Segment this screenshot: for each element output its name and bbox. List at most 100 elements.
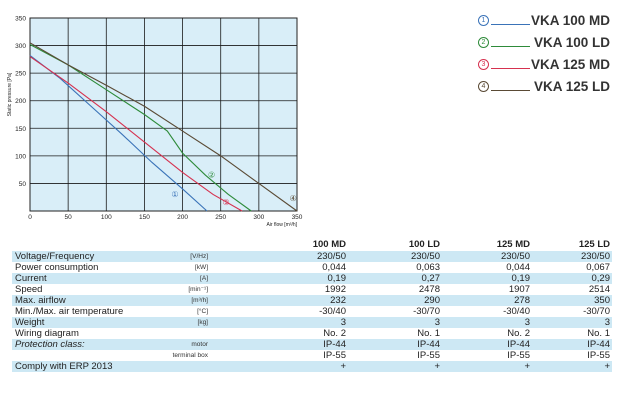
y-tick-label: 150 — [15, 126, 26, 133]
technical-data-table: 100 MD 100 LD 125 MD 125 LD Voltage/Freq… — [12, 239, 612, 372]
x-tick-label: 150 — [139, 214, 150, 221]
y-tick-label: 300 — [15, 43, 26, 50]
curve-marker-label-1: ① — [171, 190, 178, 199]
row-label: Current — [15, 273, 47, 284]
cell-value: -30/70 — [583, 306, 610, 317]
legend-item: ①1 VKA 100 MD — [478, 13, 624, 36]
y-tick-label: 350 — [15, 16, 26, 23]
cell-value: 0,063 — [416, 262, 440, 273]
cell-value: 1992 — [324, 284, 346, 295]
legend-line-swatch — [491, 68, 530, 69]
x-tick-label: 50 — [65, 214, 73, 221]
cell-value: IP-55 — [507, 350, 530, 361]
row-unit: terminal box — [172, 352, 208, 359]
row-unit: [kg] — [197, 319, 208, 326]
x-tick-label: 0 — [28, 214, 32, 221]
legend-marker: ④4 — [478, 81, 489, 92]
legend-marker-number: 1 — [481, 17, 486, 24]
cell-value: 0,19 — [511, 273, 531, 284]
curve-marker-label-3: ③ — [222, 198, 229, 207]
cell-value: IP-44 — [507, 339, 530, 350]
y-tick-label: 50 — [19, 181, 27, 188]
cell-value: 2478 — [418, 284, 440, 295]
cell-value: 230/50 — [410, 251, 440, 262]
cell-value: 230/50 — [316, 251, 346, 262]
legend-marker: ②2 — [478, 37, 489, 48]
series-line-3 — [29, 56, 243, 212]
chart-svg: 0 50 100 150 200 250 300 350 50 100 150 200 250 300 35… — [7, 16, 303, 229]
cell-value: 3 — [604, 317, 610, 328]
cell-value: 232 — [330, 295, 346, 306]
cell-value: IP-55 — [323, 350, 346, 361]
legend-marker-number: 4 — [481, 83, 486, 90]
table-row: Comply with ERP 2013 + + + + — [12, 361, 612, 372]
cell-value: IP-55 — [587, 350, 610, 361]
row-unit: [m³/h] — [191, 297, 208, 304]
table-row: Max. airflow [m³/h] 232 290 278 350 — [12, 295, 612, 306]
table-body: Voltage/Frequency [V/Hz] 230/50 230/50 230/5… — [12, 251, 612, 372]
x-tick-label: 350 — [292, 214, 303, 221]
cell-value: No. 2 — [507, 328, 530, 339]
cell-value: -30/40 — [319, 306, 346, 317]
table-row: Weight [kg] 3 3 3 3 — [12, 317, 612, 328]
cell-value: + — [340, 361, 346, 372]
table-row: Current [A] 0,19 0,27 0,19 0,29 — [12, 273, 612, 284]
cell-value: 3 — [524, 317, 530, 328]
cell-value: 0,044 — [506, 262, 530, 273]
legend-label: VKA 125 LD — [533, 79, 610, 94]
legend-line-swatch — [491, 90, 530, 91]
row-label: Weight — [15, 317, 45, 328]
table-header: 100 MD 100 LD 125 MD 125 LD — [12, 239, 612, 251]
curve-marker-label-2: ② — [208, 171, 215, 180]
x-tick-label: 250 — [215, 214, 226, 221]
column-header-125-ld: 125 LD — [578, 239, 610, 250]
table-row: Power consumption [kW] 0,044 0,063 0,044 0,06… — [12, 262, 612, 273]
row-label: Power consumption — [15, 262, 99, 273]
y-tick-label: 250 — [15, 71, 26, 78]
cell-value: -30/40 — [503, 306, 530, 317]
cell-value: + — [434, 361, 440, 372]
cell-value: 0,067 — [586, 262, 610, 273]
cell-value: 230/50 — [500, 251, 530, 262]
row-unit: [V/Hz] — [190, 253, 208, 260]
chart-legend: ①1 VKA 100 MD ②2 VKA 100 LD ③3 VKA 125 MD ④4 VK… — [478, 13, 624, 102]
cell-value: IP-44 — [587, 339, 610, 350]
table-row: Min./Max. air temperature [°C] -30/40 -30/7… — [12, 306, 612, 317]
cell-value: 350 — [594, 295, 610, 306]
row-label: Voltage/Frequency — [15, 251, 95, 262]
cell-value: IP-44 — [417, 339, 440, 350]
legend-item: ③3 VKA 125 MD — [478, 57, 624, 80]
row-unit: [kW] — [195, 264, 208, 271]
row-label: Max. airflow — [15, 295, 66, 306]
cell-value: + — [524, 361, 530, 372]
cell-value: 3 — [340, 317, 346, 328]
legend-marker-number: 2 — [481, 39, 486, 46]
table-row: terminal box IP-55 IP-55 IP-55 IP-55 — [12, 350, 612, 361]
row-unit: [°C] — [197, 308, 208, 315]
legend-label: VKA 125 MD — [530, 57, 610, 72]
legend-marker-number: 3 — [481, 61, 486, 68]
cell-value: No. 1 — [417, 328, 440, 339]
cell-value: No. 2 — [323, 328, 346, 339]
legend-marker: ①1 — [478, 15, 489, 26]
table-row: Wiring diagram No. 2 No. 1 No. 2 No. 1 — [12, 328, 612, 339]
cell-value: -30/70 — [413, 306, 440, 317]
x-axis-label: Air flow [m³/h] — [266, 222, 297, 228]
cell-value: 230/50 — [580, 251, 610, 262]
column-header-125-md: 125 MD — [496, 239, 530, 250]
legend-label: VKA 100 LD — [533, 35, 610, 50]
fan-performance-chart: 0 50 100 150 200 250 300 350 50 100 150 200 250 300 35… — [0, 0, 312, 232]
row-unit: [A] — [200, 275, 208, 282]
legend-item: ④4 VKA 125 LD — [478, 79, 624, 102]
series-line-4 — [29, 42, 298, 212]
curve-marker-label-4: ④ — [290, 194, 297, 203]
row-label: Speed — [15, 284, 43, 295]
cell-value: 0,27 — [421, 273, 441, 284]
row-label: Comply with ERP 2013 — [15, 361, 113, 372]
column-header-100-md: 100 MD — [312, 239, 346, 250]
cell-value: IP-44 — [323, 339, 346, 350]
series-line-2 — [29, 43, 252, 212]
table-row: Protection class: motor IP-44 IP-44 IP-44 IP-… — [12, 339, 612, 350]
x-tick-label: 100 — [101, 214, 112, 221]
row-unit: motor — [191, 341, 208, 348]
